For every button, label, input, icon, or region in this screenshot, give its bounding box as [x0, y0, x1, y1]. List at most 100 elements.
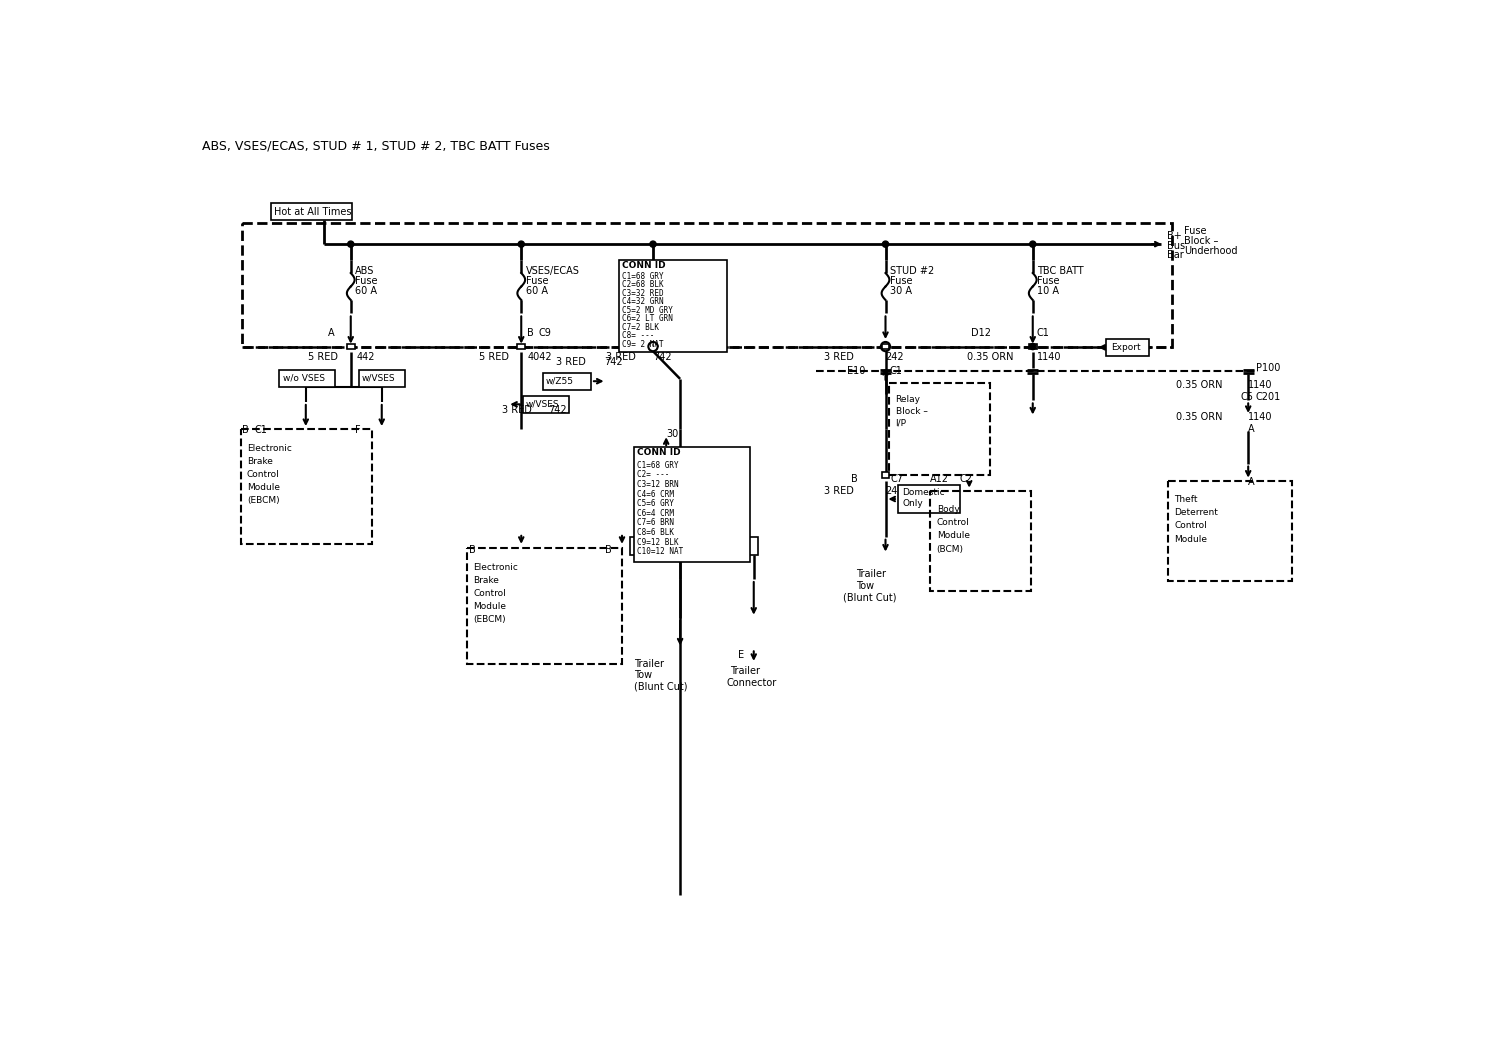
Text: A: A [1248, 477, 1254, 487]
Text: C201: C201 [1256, 392, 1281, 402]
Text: TBC BATT: TBC BATT [1038, 266, 1084, 276]
Text: C4=32 GRN: C4=32 GRN [623, 297, 663, 307]
Bar [1029, 344, 1036, 349]
Bar [633, 446, 750, 563]
Bar [271, 204, 352, 220]
Text: Module: Module [247, 483, 280, 492]
Text: A: A [328, 328, 334, 338]
Text: ABS: ABS [355, 266, 374, 276]
Text: Underhood: Underhood [1184, 246, 1238, 256]
Text: C7: C7 [890, 474, 902, 484]
Text: C7=2 BLK: C7=2 BLK [623, 322, 659, 332]
Text: 742: 742 [653, 353, 672, 362]
Text: w/Z55: w/Z55 [546, 376, 575, 386]
Text: C8=6 BLK: C8=6 BLK [636, 528, 674, 537]
Text: (Blunt Cut): (Blunt Cut) [633, 682, 687, 692]
Text: Relay: Relay [687, 511, 713, 520]
Text: 742: 742 [605, 357, 623, 367]
Text: STUD #1: STUD #1 [657, 266, 701, 276]
Text: CONN ID: CONN ID [636, 448, 680, 458]
Text: 242: 242 [886, 486, 904, 495]
Text: Export: Export [636, 542, 666, 550]
Bar [242, 224, 1172, 346]
Text: 30 A: 30 A [890, 286, 911, 296]
Text: Deterrent: Deterrent [1175, 509, 1218, 517]
Circle shape [1030, 241, 1036, 248]
Text: 30: 30 [666, 430, 678, 439]
Text: (ALC): (ALC) [687, 488, 713, 496]
Circle shape [650, 241, 656, 248]
Text: C1=68 GRY: C1=68 GRY [636, 461, 678, 470]
Text: C9= 2 NAT: C9= 2 NAT [623, 340, 663, 348]
Text: C4=6 CRM: C4=6 CRM [636, 490, 674, 498]
Text: Bus: Bus [1167, 240, 1185, 251]
Text: A12: A12 [929, 474, 949, 484]
Text: Fuse: Fuse [1038, 276, 1060, 286]
Text: C2= ---: C2= --- [636, 470, 669, 479]
Bar [630, 537, 680, 555]
Text: C10=12 NAT: C10=12 NAT [636, 547, 683, 556]
Text: Domestic: Domestic [902, 489, 945, 497]
Text: C8= ---: C8= --- [623, 332, 654, 340]
Text: (EBCM): (EBCM) [247, 496, 280, 505]
Text: C7=6 BRN: C7=6 BRN [636, 518, 674, 527]
Text: Electronic: Electronic [247, 444, 292, 452]
Text: Trailer: Trailer [633, 658, 663, 669]
Text: 10 A: 10 A [1038, 286, 1059, 296]
Text: Control: Control [687, 476, 720, 485]
Text: 1140: 1140 [1248, 413, 1272, 422]
Text: C9: C9 [538, 328, 550, 338]
Text: C9=12 BLK: C9=12 BLK [636, 538, 678, 547]
Text: Trailer: Trailer [731, 667, 761, 676]
Bar [881, 472, 889, 477]
Bar [468, 548, 623, 664]
Text: 5 RED: 5 RED [308, 353, 338, 362]
Text: Block –: Block – [895, 407, 928, 416]
Text: 242: 242 [886, 353, 904, 362]
Bar [241, 428, 373, 545]
Text: 3 RED: 3 RED [502, 405, 532, 415]
Text: Fuse: Fuse [657, 276, 680, 286]
Bar [699, 537, 758, 555]
Text: 3 RED: 3 RED [824, 353, 853, 362]
Text: C1: C1 [254, 425, 268, 436]
Text: F: F [355, 425, 361, 436]
Text: C6=4 CRM: C6=4 CRM [636, 509, 674, 518]
Text: Brake: Brake [247, 457, 272, 466]
Text: Control: Control [247, 470, 280, 478]
Text: Electronic: Electronic [474, 563, 517, 572]
Text: C1: C1 [889, 366, 902, 376]
Text: 40 A: 40 A [657, 286, 678, 296]
Text: I/P: I/P [895, 418, 907, 427]
Text: Control: Control [937, 518, 970, 527]
Bar [517, 344, 525, 349]
Text: w/VSES: w/VSES [361, 373, 396, 383]
Text: 442: 442 [356, 353, 376, 362]
Circle shape [1030, 343, 1036, 349]
Text: C3=12 BRN: C3=12 BRN [636, 479, 678, 489]
Bar [889, 383, 990, 475]
Text: C6=2 LT GRN: C6=2 LT GRN [623, 314, 672, 323]
Text: E: E [738, 650, 744, 659]
Bar [1107, 339, 1149, 356]
Bar [881, 344, 889, 349]
Text: Fuse: Fuse [355, 276, 378, 286]
Text: Brake: Brake [474, 576, 499, 586]
Text: 1140: 1140 [1036, 353, 1062, 362]
Text: Tow: Tow [856, 581, 874, 591]
Text: Module: Module [937, 531, 970, 541]
Bar [898, 485, 960, 513]
Text: Control: Control [474, 590, 505, 598]
Bar [543, 372, 591, 390]
Text: C2: C2 [960, 474, 972, 484]
Text: B: B [469, 545, 475, 555]
Text: Module: Module [474, 602, 507, 612]
Text: 3 RED: 3 RED [606, 353, 636, 362]
Bar [931, 491, 1032, 591]
Text: Tow: Tow [633, 671, 651, 680]
Text: 60 A: 60 A [355, 286, 378, 296]
Text: (BCM): (BCM) [937, 545, 964, 553]
Bar [280, 369, 335, 387]
Bar [620, 260, 728, 352]
Text: Connector: Connector [726, 678, 778, 688]
